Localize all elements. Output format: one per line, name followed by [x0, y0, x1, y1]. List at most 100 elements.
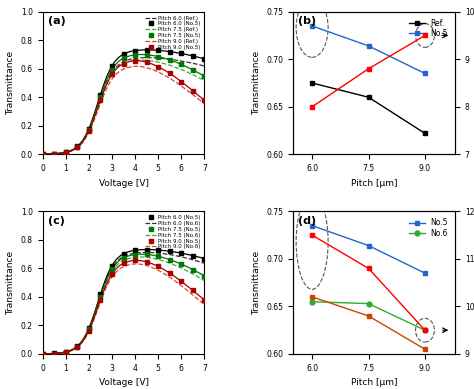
Pitch 7.5 (Ref.): [139, 58, 145, 63]
Pitch 7.5 (No.6): [138, 255, 144, 259]
Pitch 7.5 (No.5): [74, 144, 80, 149]
Pitch 9.0 (No.6): [40, 352, 46, 356]
Pitch 6.0 (No.5): [190, 54, 196, 58]
Pitch 9.0 (No.6): [136, 262, 142, 266]
Pitch 7.5 (No.5): [40, 152, 46, 156]
Line: Ref.: Ref.: [310, 81, 428, 136]
No.5: [422, 271, 428, 275]
Pitch 7.5 (No.5): [86, 127, 91, 132]
Y-axis label: Transmittance: Transmittance: [252, 51, 261, 115]
Pitch 7.5 (Ref.): [187, 71, 192, 75]
Pitch 7.5 (No.5): [40, 352, 46, 356]
Pitch 6.0 (No.6): [40, 352, 46, 356]
Pitch 9.0 (No.5): [40, 352, 46, 356]
X-axis label: Pitch [μm]: Pitch [μm]: [351, 179, 397, 187]
Pitch 9.0 (No.5): [155, 65, 161, 69]
Pitch 6.0 (No.6): [201, 261, 207, 266]
Legend: Pitch 6.0 (No.5), Pitch 6.0 (No.6), Pitch 7.5 (No.5), Pitch 7.5 (No.6), Pitch 9.: Pitch 6.0 (No.5), Pitch 6.0 (No.6), Pitc…: [144, 214, 201, 251]
Pitch 7.5 (No.5): [121, 56, 127, 61]
Pitch 9.0 (No.6): [139, 262, 145, 267]
Pitch 7.5 (No.5): [201, 273, 207, 278]
Legend: Pitch 6.0 (Ref.), Pitch 6.0 (No.5), Pitch 7.5 (Ref.), Pitch 7.5 (No.5), Pitch 9.: Pitch 6.0 (Ref.), Pitch 6.0 (No.5), Pitc…: [144, 14, 201, 51]
Pitch 9.0 (No.5): [190, 288, 196, 293]
Pitch 6.0 (No.5): [121, 251, 127, 256]
Pitch 7.5 (No.6): [40, 352, 46, 356]
Pitch 6.0 (No.5): [190, 253, 196, 258]
Pitch 7.5 (No.5): [74, 344, 80, 349]
No.5: [309, 223, 315, 228]
Line: No.6: No.6: [310, 299, 428, 333]
Line: Pitch 9.0 (No.5): Pitch 9.0 (No.5): [41, 259, 206, 356]
Pitch 9.0 (No.5): [155, 264, 161, 269]
Pitch 9.0 (Ref.): [136, 64, 142, 69]
Pitch 6.0 (No.6): [136, 251, 141, 255]
Pitch 7.5 (No.6): [136, 255, 141, 259]
Pitch 9.0 (No.5): [74, 345, 80, 349]
X-axis label: Pitch [μm]: Pitch [μm]: [351, 378, 397, 387]
Pitch 6.0 (No.5): [132, 248, 138, 253]
Pitch 9.0 (No.5): [178, 279, 184, 284]
Pitch 9.0 (No.5): [121, 61, 127, 66]
Y-axis label: Transmittance: Transmittance: [6, 51, 15, 115]
Pitch 7.5 (Ref.): [136, 58, 142, 63]
Pitch 7.5 (No.6): [136, 255, 142, 259]
Pitch 9.0 (No.5): [63, 350, 69, 354]
Ref.: [366, 95, 372, 100]
Pitch 6.0 (Ref.): [201, 64, 207, 68]
Pitch 7.5 (No.6): [187, 270, 192, 275]
Pitch 6.0 (No.5): [178, 51, 184, 56]
Pitch 9.0 (No.6): [137, 262, 142, 266]
Pitch 6.0 (Ref.): [144, 55, 150, 60]
Pitch 7.5 (Ref.): [40, 152, 46, 156]
Pitch 7.5 (No.5): [178, 62, 184, 67]
Pitch 7.5 (No.6): [177, 265, 182, 270]
Line: Pitch 9.0 (No.6): Pitch 9.0 (No.6): [43, 264, 204, 354]
Pitch 6.0 (No.5): [86, 326, 91, 331]
Pitch 6.0 (No.5): [178, 251, 184, 256]
Text: (a): (a): [47, 16, 65, 26]
Pitch 9.0 (No.6): [201, 302, 207, 307]
X-axis label: Voltage [V]: Voltage [V]: [99, 179, 148, 187]
Pitch 9.0 (No.5): [86, 328, 91, 333]
Pitch 6.0 (No.6): [143, 250, 149, 255]
Pitch 9.0 (Ref.): [177, 82, 182, 87]
Line: Pitch 9.0 (Ref.): Pitch 9.0 (Ref.): [43, 67, 204, 154]
Pitch 9.0 (No.5): [144, 60, 149, 65]
Pitch 9.0 (Ref.): [137, 64, 142, 69]
Line: Pitch 7.5 (No.5): Pitch 7.5 (No.5): [41, 253, 206, 356]
Pitch 7.5 (No.5): [51, 151, 57, 156]
Pitch 6.0 (No.5): [98, 292, 103, 297]
Pitch 6.0 (No.5): [144, 47, 149, 52]
Pitch 9.0 (No.5): [109, 72, 115, 77]
Pitch 6.0 (No.5): [40, 152, 46, 156]
No.5: [366, 243, 372, 248]
Pitch 9.0 (No.6): [133, 261, 138, 266]
Pitch 9.0 (No.5): [121, 261, 127, 266]
Pitch 9.0 (No.5): [109, 272, 115, 276]
Pitch 9.0 (No.6): [177, 282, 182, 287]
Pitch 9.0 (No.5): [178, 79, 184, 84]
Pitch 9.0 (No.6): [40, 352, 46, 356]
Pitch 9.0 (No.5): [132, 58, 138, 63]
Line: Pitch 6.0 (Ref.): Pitch 6.0 (Ref.): [43, 58, 204, 154]
Pitch 7.5 (No.5): [98, 95, 103, 99]
No.5: [422, 71, 428, 76]
Pitch 6.0 (No.5): [51, 151, 57, 156]
Pitch 6.0 (Ref.): [177, 58, 182, 63]
Pitch 6.0 (No.5): [155, 48, 161, 53]
Pitch 6.0 (Ref.): [136, 56, 142, 60]
Pitch 6.0 (No.5): [201, 56, 207, 61]
Pitch 6.0 (No.6): [40, 352, 46, 356]
Pitch 7.5 (No.5): [51, 351, 57, 356]
Pitch 7.5 (No.5): [144, 53, 149, 57]
X-axis label: Voltage [V]: Voltage [V]: [99, 378, 148, 387]
Legend: Ref., No.5: Ref., No.5: [406, 16, 451, 41]
Pitch 6.0 (Ref.): [187, 60, 192, 65]
Line: Pitch 7.5 (No.5): Pitch 7.5 (No.5): [41, 53, 206, 156]
Text: (b): (b): [298, 16, 316, 26]
Pitch 6.0 (No.5): [40, 352, 46, 356]
Pitch 9.0 (No.5): [51, 151, 57, 156]
Pitch 6.0 (No.5): [63, 350, 69, 354]
Pitch 6.0 (No.5): [109, 263, 115, 268]
Pitch 9.0 (No.5): [63, 150, 69, 155]
